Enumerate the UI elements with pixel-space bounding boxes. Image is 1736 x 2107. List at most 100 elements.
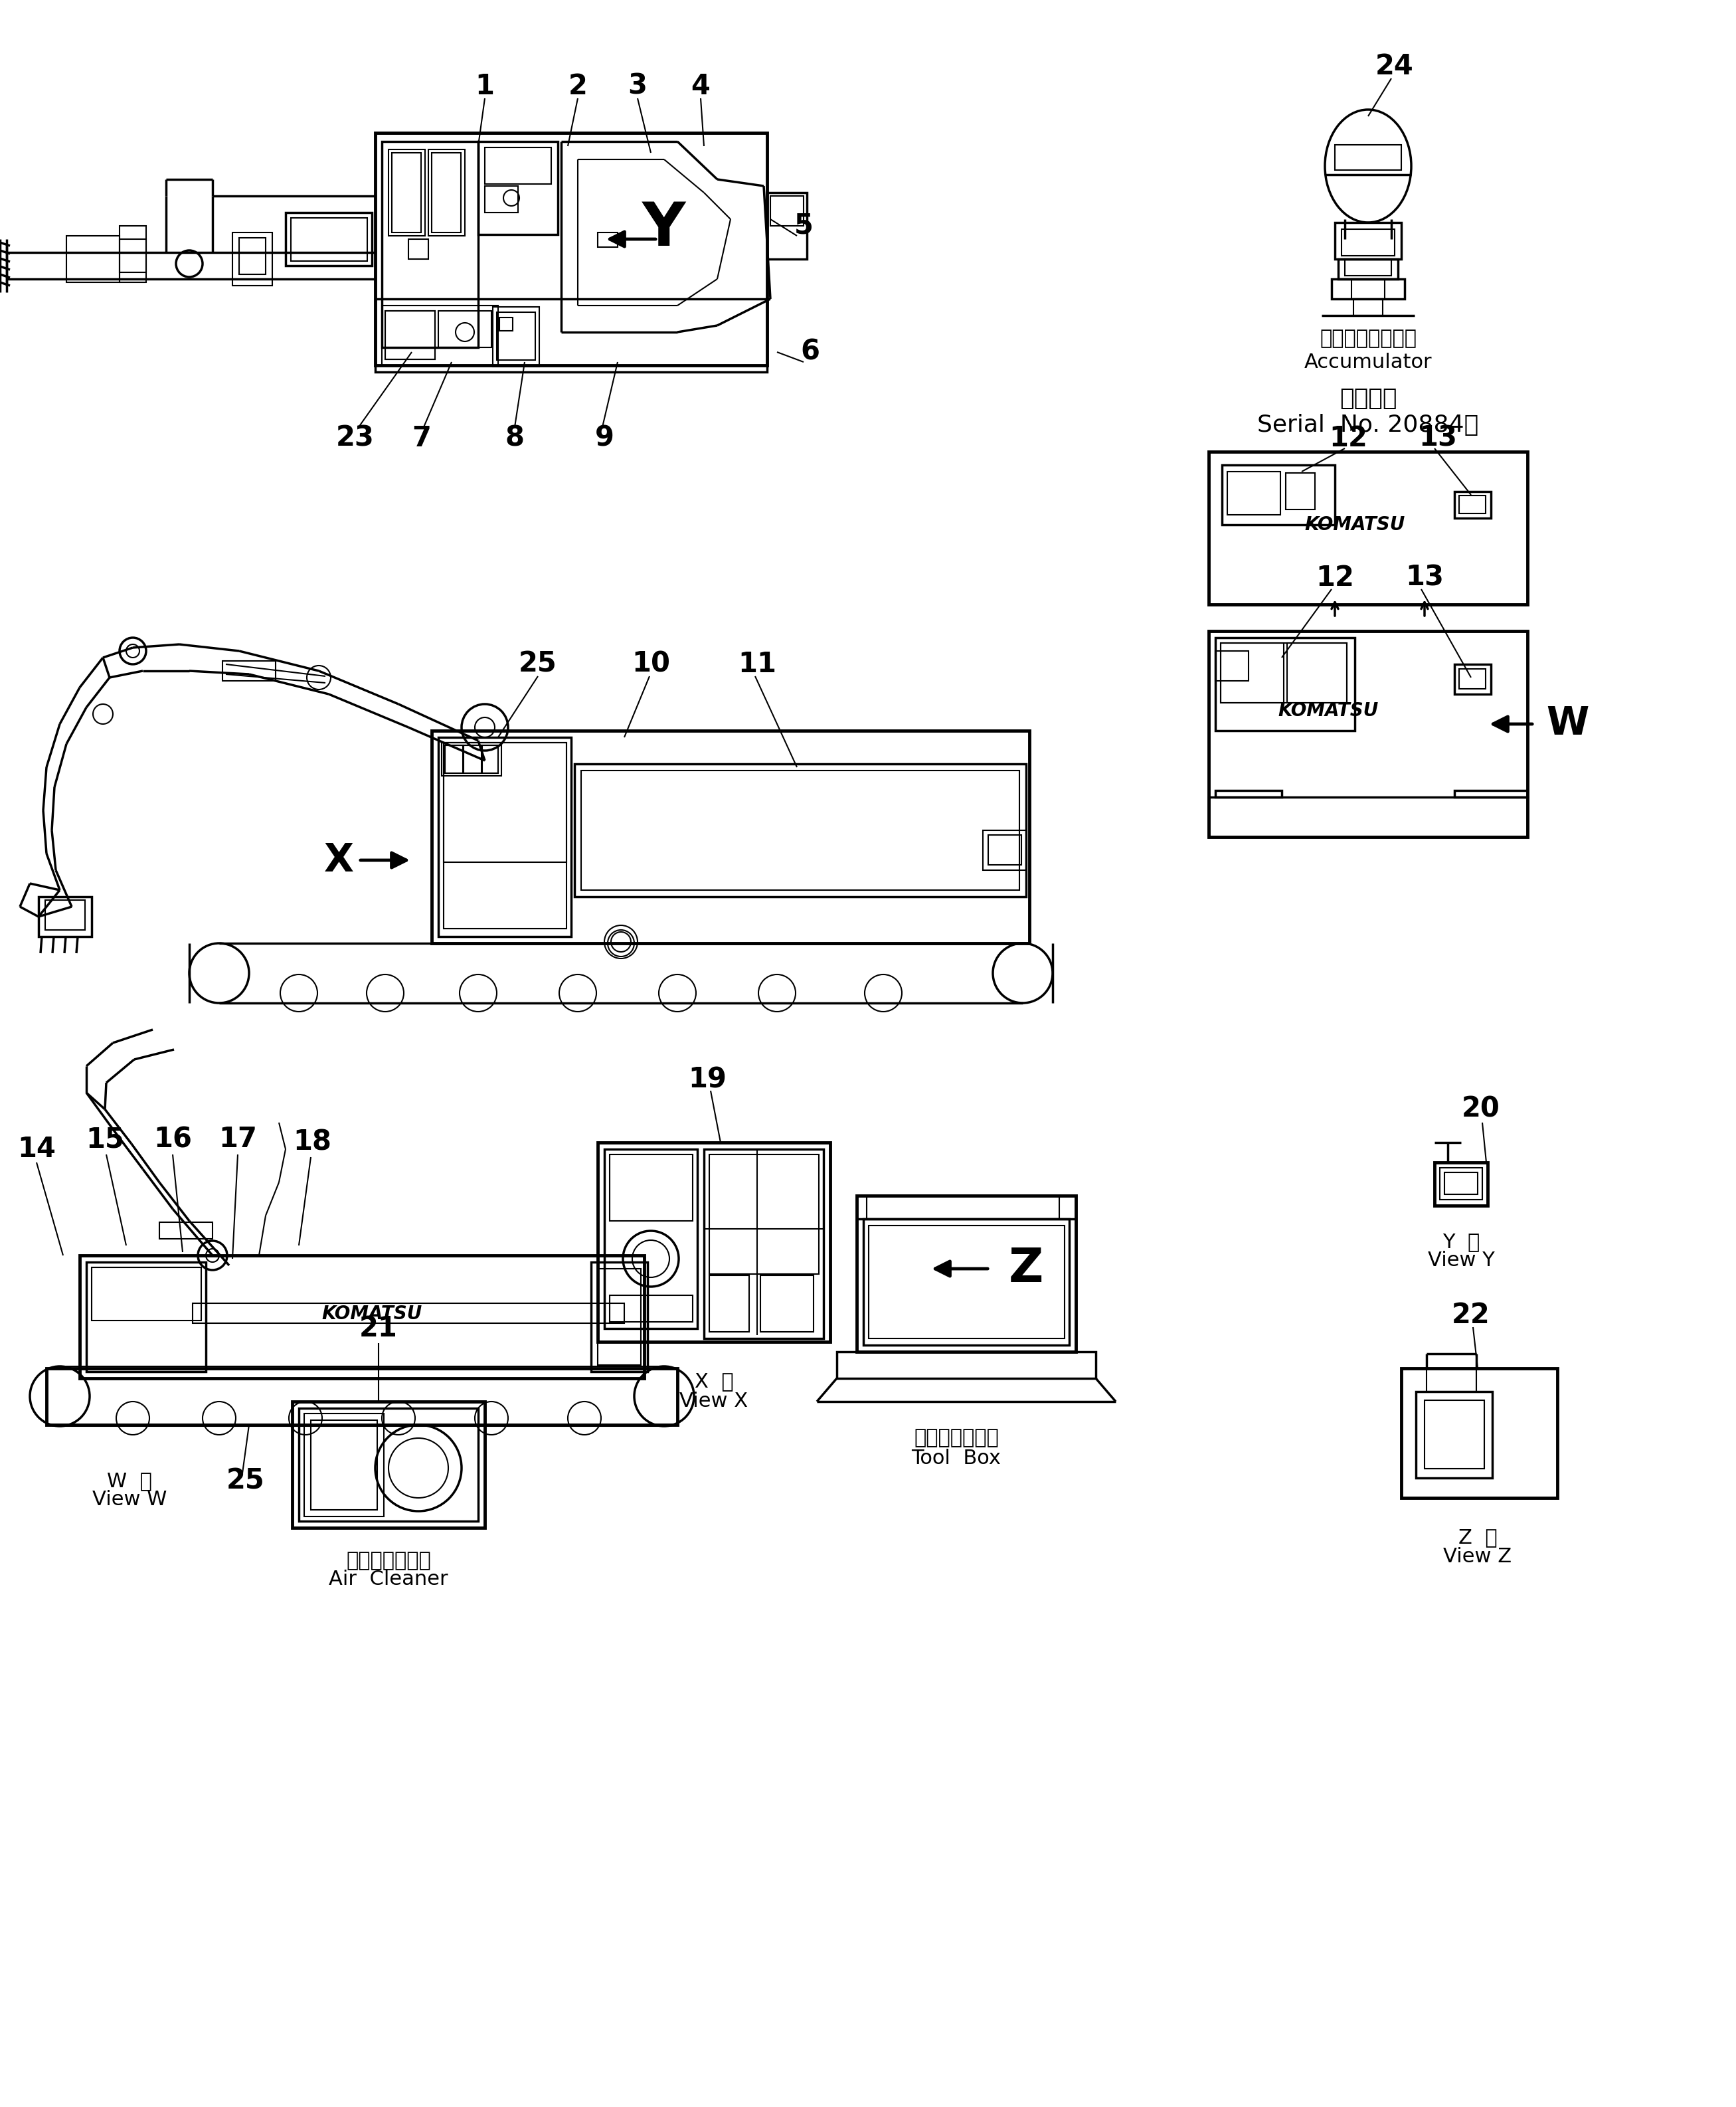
Bar xyxy=(1427,1367,1476,1391)
Text: 適用号機: 適用号機 xyxy=(1340,388,1397,411)
Text: Y  視: Y 視 xyxy=(1443,1233,1479,1252)
Bar xyxy=(222,662,276,681)
Text: 18: 18 xyxy=(293,1129,332,1157)
Bar xyxy=(609,1155,693,1220)
Bar xyxy=(375,133,767,365)
Text: 14: 14 xyxy=(17,1136,56,1163)
Bar xyxy=(464,746,481,773)
Bar xyxy=(582,771,1019,889)
Bar xyxy=(375,299,767,373)
Bar xyxy=(866,1195,1059,1218)
Text: 13: 13 xyxy=(1404,565,1444,592)
Bar xyxy=(771,196,804,225)
Bar xyxy=(437,312,491,348)
Text: 3: 3 xyxy=(628,72,648,101)
Bar xyxy=(1215,638,1354,731)
Bar xyxy=(240,238,266,274)
Bar xyxy=(590,1262,648,1372)
Text: 19: 19 xyxy=(687,1066,726,1094)
Bar xyxy=(304,1414,384,1517)
Bar xyxy=(1458,668,1486,689)
Bar xyxy=(389,150,425,236)
Bar xyxy=(483,746,498,773)
Bar xyxy=(444,742,566,862)
Text: 5: 5 xyxy=(793,213,812,240)
Bar xyxy=(311,1420,377,1511)
Bar xyxy=(1335,223,1401,259)
Bar xyxy=(444,746,498,773)
Bar xyxy=(1227,472,1281,514)
Bar xyxy=(1286,472,1314,510)
Bar xyxy=(856,1195,1076,1353)
Text: エアークリーナ: エアークリーナ xyxy=(345,1551,431,1570)
Text: Air  Cleaner: Air Cleaner xyxy=(328,1570,448,1589)
Text: X: X xyxy=(323,841,354,879)
Bar xyxy=(597,232,618,247)
Text: Y: Y xyxy=(642,200,686,259)
Bar xyxy=(710,1275,750,1332)
Text: 4: 4 xyxy=(691,72,710,101)
Text: Z  視: Z 視 xyxy=(1458,1528,1496,1547)
Text: KOMATSU: KOMATSU xyxy=(321,1304,422,1323)
Text: View X: View X xyxy=(681,1393,748,1412)
Text: View W: View W xyxy=(92,1490,167,1509)
Text: 2: 2 xyxy=(568,72,587,101)
Bar xyxy=(988,834,1021,864)
Text: 9: 9 xyxy=(595,424,615,453)
Text: Tool  Box: Tool Box xyxy=(911,1448,1002,1469)
Text: View Y: View Y xyxy=(1427,1252,1495,1271)
Text: 15: 15 xyxy=(85,1125,125,1153)
Bar xyxy=(575,765,1026,898)
Text: 1: 1 xyxy=(476,72,495,101)
Bar xyxy=(1342,230,1394,255)
Bar xyxy=(437,737,571,938)
Bar xyxy=(160,1222,212,1239)
Ellipse shape xyxy=(1325,110,1411,223)
Bar xyxy=(385,312,436,360)
Text: 17: 17 xyxy=(219,1125,257,1153)
Bar xyxy=(292,1401,484,1528)
Text: W  視: W 視 xyxy=(108,1471,153,1492)
Bar xyxy=(1455,491,1491,518)
Bar xyxy=(292,217,368,261)
Bar xyxy=(837,1353,1095,1378)
Bar xyxy=(1215,651,1248,681)
Bar xyxy=(1335,145,1401,171)
Bar xyxy=(382,141,477,348)
Bar xyxy=(710,1155,819,1275)
Bar xyxy=(597,1268,641,1365)
Text: KOMATSU: KOMATSU xyxy=(1304,516,1404,533)
Bar xyxy=(120,225,146,282)
Bar xyxy=(705,1148,823,1338)
Bar xyxy=(441,742,502,775)
Bar xyxy=(385,312,436,360)
Bar xyxy=(1208,630,1528,836)
Text: 10: 10 xyxy=(632,651,670,678)
Text: 20: 20 xyxy=(1462,1096,1500,1123)
Bar xyxy=(1286,643,1347,704)
Text: 23: 23 xyxy=(337,424,375,453)
Bar xyxy=(868,1226,1064,1338)
Bar xyxy=(444,742,566,929)
Bar xyxy=(767,192,807,259)
Bar xyxy=(1352,278,1385,299)
Bar xyxy=(444,746,464,773)
Text: 7: 7 xyxy=(411,424,431,453)
Text: アキュームレータ: アキュームレータ xyxy=(1319,329,1417,348)
Text: View Z: View Z xyxy=(1443,1547,1512,1566)
Bar xyxy=(1208,451,1528,605)
Text: 16: 16 xyxy=(153,1125,193,1153)
Bar xyxy=(1455,790,1528,796)
Bar xyxy=(92,1268,201,1321)
Bar xyxy=(500,318,512,331)
Bar xyxy=(477,141,557,234)
Bar xyxy=(597,1142,830,1342)
Bar xyxy=(1425,1401,1484,1469)
Bar xyxy=(233,232,273,287)
Bar xyxy=(1458,495,1486,514)
Bar xyxy=(1401,1367,1557,1498)
Text: 24: 24 xyxy=(1375,53,1413,80)
Bar xyxy=(604,1148,698,1330)
Bar xyxy=(484,147,552,183)
Text: Z: Z xyxy=(1009,1245,1043,1292)
